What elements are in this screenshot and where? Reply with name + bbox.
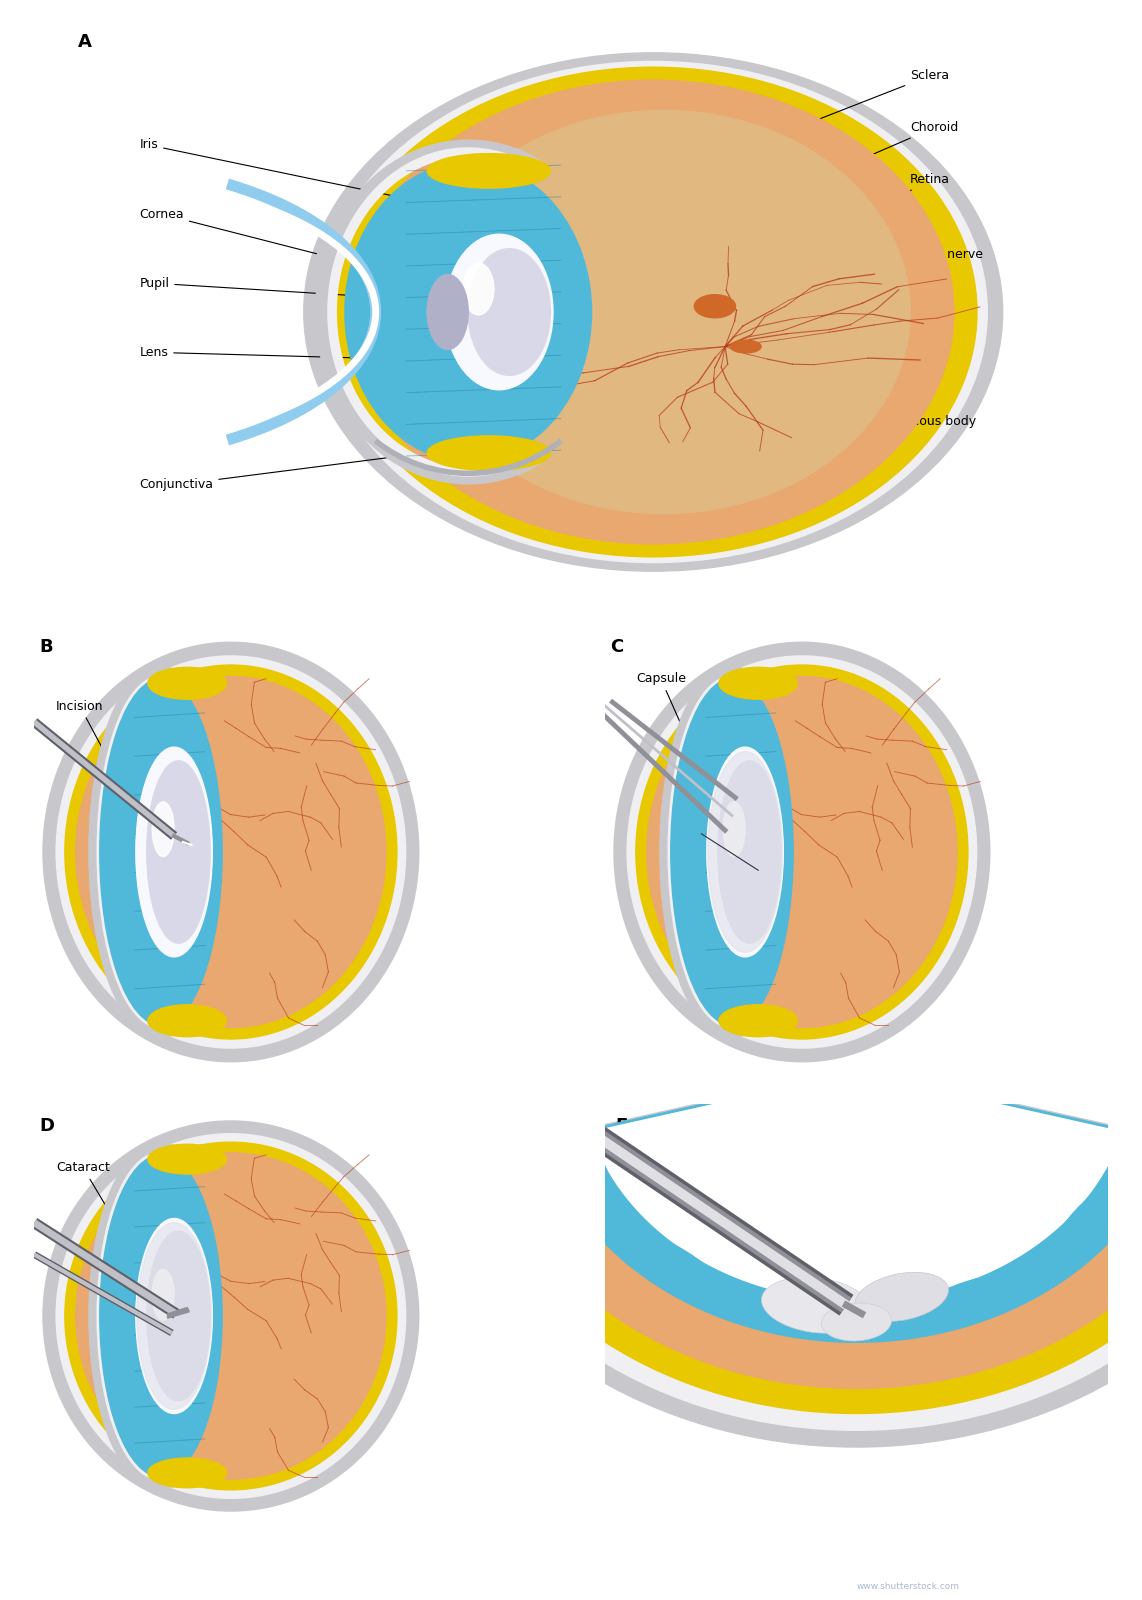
Text: Iris: Iris: [139, 139, 450, 208]
Text: D: D: [39, 1117, 55, 1134]
Text: Choroid: Choroid: [830, 122, 958, 173]
Text: Macula: Macula: [743, 299, 955, 312]
Ellipse shape: [762, 1277, 871, 1333]
Ellipse shape: [614, 642, 990, 1062]
Text: E: E: [616, 1117, 628, 1134]
Ellipse shape: [147, 1144, 226, 1174]
Text: Pupil: Pupil: [139, 277, 429, 301]
Ellipse shape: [137, 1222, 211, 1410]
Text: www.shutterstock.com: www.shutterstock.com: [856, 1582, 959, 1592]
Ellipse shape: [718, 1005, 797, 1037]
Ellipse shape: [56, 656, 405, 1048]
Text: IMAGE ID: 223719475: IMAGE ID: 223719475: [856, 1563, 971, 1573]
Text: Cataract: Cataract: [715, 896, 769, 986]
Ellipse shape: [353, 80, 954, 544]
Text: Sclera: Sclera: [799, 69, 949, 126]
Ellipse shape: [670, 678, 794, 1026]
Ellipse shape: [136, 747, 212, 957]
Text: Optic nerve: Optic nerve: [764, 248, 983, 357]
Ellipse shape: [646, 677, 957, 1027]
Ellipse shape: [75, 677, 386, 1027]
Text: C: C: [610, 638, 624, 656]
Wedge shape: [419, 1070, 1142, 1448]
Text: B: B: [39, 638, 53, 656]
Ellipse shape: [427, 435, 550, 470]
Ellipse shape: [708, 752, 782, 952]
Text: Phaco tip: Phaco tip: [748, 1147, 825, 1214]
Ellipse shape: [152, 1269, 174, 1320]
Ellipse shape: [304, 53, 1003, 571]
Ellipse shape: [718, 667, 797, 699]
Ellipse shape: [329, 67, 978, 557]
Polygon shape: [168, 1307, 190, 1318]
Text: Conjunctiva: Conjunctiva: [139, 448, 466, 491]
Text: shutterstock®: shutterstock®: [57, 1565, 203, 1582]
Ellipse shape: [707, 747, 783, 957]
Ellipse shape: [445, 234, 553, 390]
Ellipse shape: [723, 802, 745, 856]
Ellipse shape: [75, 1152, 386, 1480]
Ellipse shape: [152, 802, 174, 856]
Wedge shape: [458, 1070, 1142, 1414]
Ellipse shape: [427, 154, 550, 189]
Ellipse shape: [147, 1005, 226, 1037]
Circle shape: [694, 294, 735, 318]
Wedge shape: [541, 1070, 1142, 1342]
Ellipse shape: [718, 760, 781, 944]
Ellipse shape: [65, 1142, 397, 1490]
Text: Retina: Retina: [851, 173, 950, 224]
Ellipse shape: [427, 275, 468, 349]
Text: Cataract: Cataract: [908, 1211, 991, 1299]
Text: A: A: [78, 34, 91, 51]
Text: Vitreous body: Vitreous body: [799, 394, 975, 427]
Ellipse shape: [43, 1122, 419, 1510]
Text: Lens: Lens: [139, 346, 466, 362]
Text: Cataract: Cataract: [56, 1162, 124, 1237]
Ellipse shape: [136, 1219, 212, 1413]
Ellipse shape: [147, 667, 226, 699]
Ellipse shape: [468, 248, 550, 376]
Ellipse shape: [319, 61, 988, 563]
Ellipse shape: [99, 1155, 223, 1477]
Ellipse shape: [56, 1134, 405, 1498]
Text: Capsule: Capsule: [979, 1253, 1037, 1333]
Ellipse shape: [147, 1458, 226, 1488]
Ellipse shape: [417, 110, 910, 514]
Text: Incision: Incision: [56, 699, 124, 790]
Text: Cornea: Cornea: [139, 208, 316, 254]
Ellipse shape: [627, 656, 976, 1048]
Ellipse shape: [65, 666, 397, 1038]
Ellipse shape: [855, 1272, 948, 1322]
Ellipse shape: [464, 262, 494, 315]
Ellipse shape: [345, 162, 592, 462]
Wedge shape: [589, 1070, 1124, 1301]
Ellipse shape: [147, 1232, 210, 1402]
Ellipse shape: [43, 642, 419, 1062]
Ellipse shape: [147, 760, 210, 944]
Ellipse shape: [636, 666, 968, 1038]
Wedge shape: [488, 1070, 1142, 1389]
Ellipse shape: [731, 341, 762, 354]
Ellipse shape: [821, 1302, 892, 1341]
Ellipse shape: [99, 678, 223, 1026]
Text: Capsule: Capsule: [636, 672, 695, 758]
Wedge shape: [439, 1070, 1142, 1430]
